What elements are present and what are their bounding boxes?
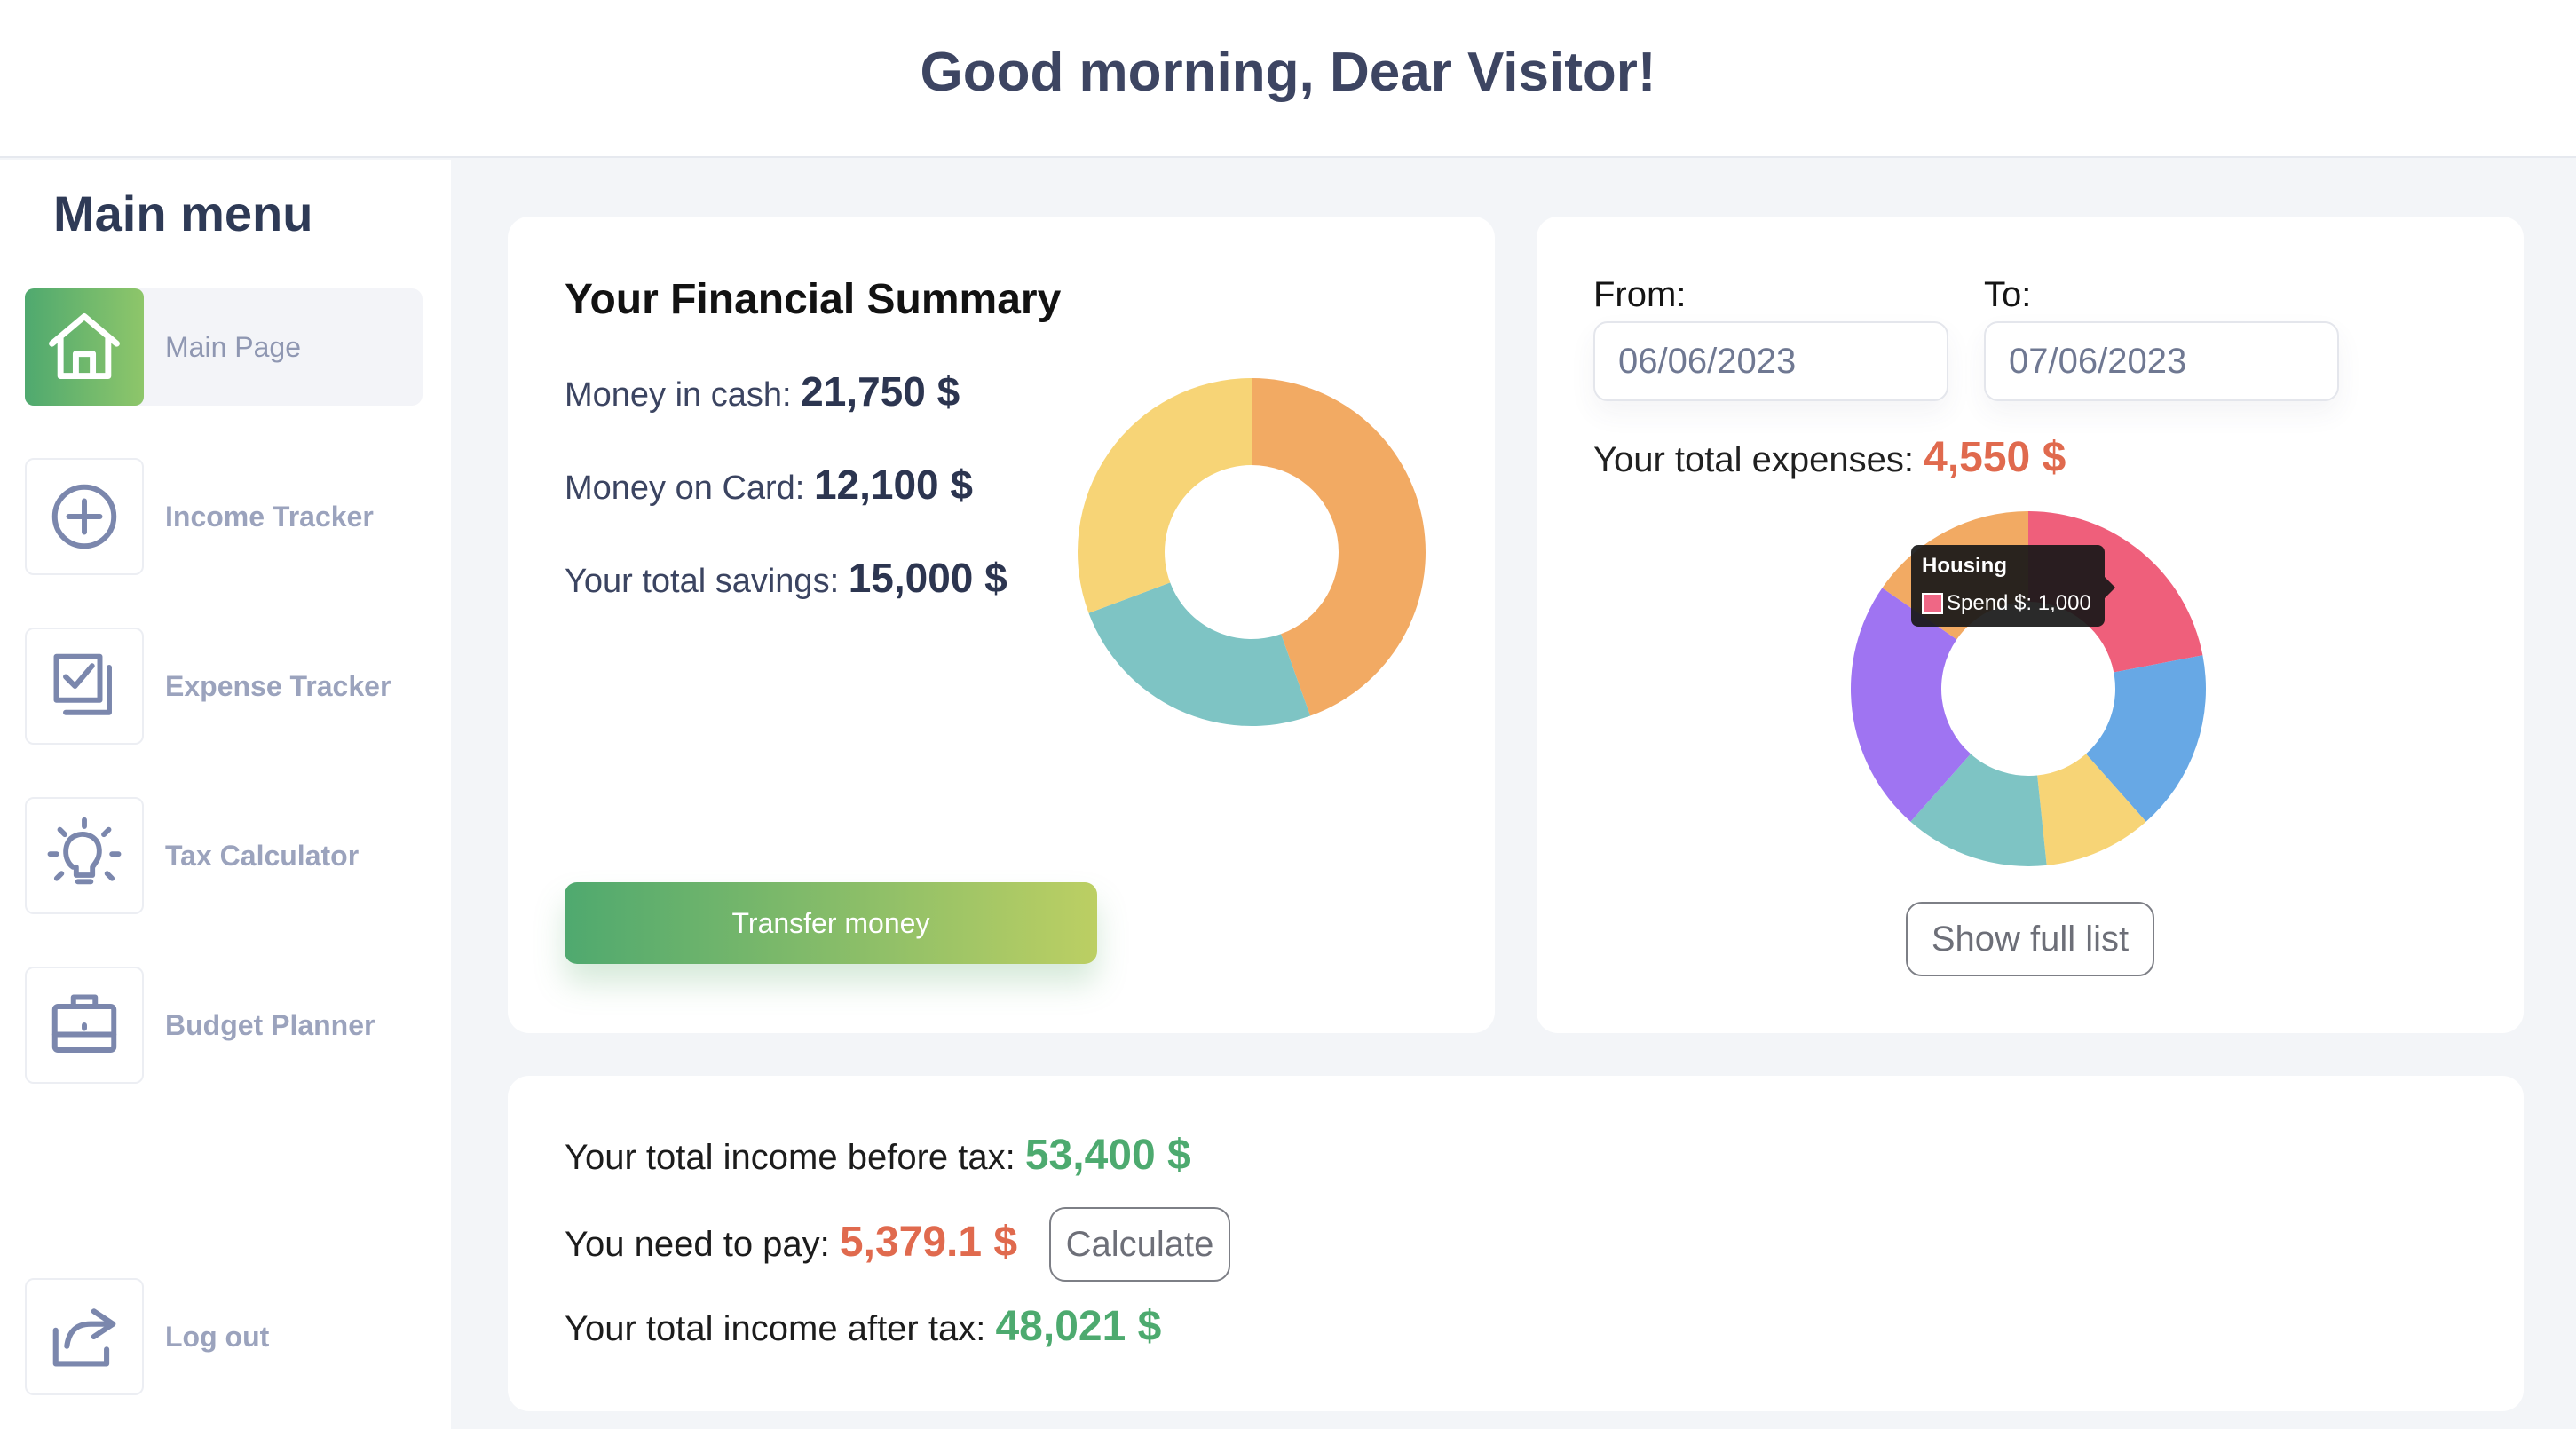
summary-title: Your Financial Summary [565,276,1062,323]
tooltip-swatch [1922,593,1943,614]
tax-card: Your total income before tax: 53,400 $ Y… [508,1076,2524,1411]
income-before-tax-label: Your total income before tax: [565,1138,1015,1177]
income-before-tax-row: Your total income before tax: 53,400 $ [565,1131,1191,1180]
summary-donut-slice-2[interactable] [1088,582,1311,726]
expenses-card: From: To: Your total expenses: 4,550 $ H… [1537,217,2524,1033]
to-date-input[interactable] [1984,321,2339,401]
sidebar-item-budget-planner[interactable]: Budget Planner [25,967,423,1084]
income-after-tax-row: Your total income after tax: 48,021 $ [565,1302,1161,1351]
tooltip-text: Spend $: 1,000 [1947,591,2091,615]
income-after-tax-label: Your total income after tax: [565,1309,986,1348]
show-full-list-button[interactable]: Show full list [1906,902,2154,976]
sidebar-item-label: Budget Planner [165,1009,375,1041]
transfer-money-button[interactable]: Transfer money [565,882,1097,964]
total-expenses-value: 4,550 $ [1924,434,2066,481]
sidebar-item-label: Tax Calculator [165,840,360,872]
financial-summary-card: Your Financial Summary Money in cash: 21… [508,217,1495,1033]
home-icon [25,288,144,406]
to-label: To: [1984,275,2032,314]
savings-value: 15,000 $ [848,555,1007,601]
greeting-title: Good morning, Dear Visitor! [920,42,1656,103]
card-value: 12,100 $ [813,462,973,508]
income-before-tax-value: 53,400 $ [1024,1132,1191,1179]
sidebar-item-label: Main Page [165,331,301,363]
logout-button[interactable]: Log out [25,1278,423,1395]
income-after-tax-value: 48,021 $ [995,1303,1162,1350]
expenses-donut-slice-3[interactable] [2037,754,2146,865]
cash-label: Money in cash: [565,376,792,414]
from-label: From: [1593,275,1687,314]
tax-to-pay-row: You need to pay: 5,379.1 $ [565,1218,1017,1267]
lightbulb-icon [25,797,144,914]
from-date-input[interactable] [1593,321,1948,401]
summary-donut-slice-1[interactable] [1252,378,1426,716]
total-expenses-row: Your total expenses: 4,550 $ [1593,433,2066,482]
summary-donut-chart[interactable] [1076,376,1427,728]
card-label: Money on Card: [565,470,805,507]
expenses-donut-slice-5[interactable] [1851,588,1972,822]
sidebar: Main menu Main Page Income Tracker [0,160,451,1429]
top-header: Good morning, Dear Visitor! [0,0,2576,158]
chart-tooltip: Housing Spend $: 1,000 [1911,545,2115,627]
sidebar-title: Main menu [53,186,313,241]
savings-row: Your total savings: 15,000 $ [565,554,1007,602]
tax-to-pay-label: You need to pay: [565,1225,830,1264]
expenses-donut-slice-2[interactable] [2085,655,2206,822]
total-expenses-label: Your total expenses: [1593,440,1914,479]
savings-label: Your total savings: [565,563,840,600]
checklist-icon [25,628,144,745]
cash-row: Money in cash: 21,750 $ [565,367,960,415]
sidebar-item-income-tracker[interactable]: Income Tracker [25,458,423,575]
tax-to-pay-value: 5,379.1 $ [839,1219,1018,1266]
share-icon [25,1278,144,1395]
sidebar-item-label: Expense Tracker [165,670,391,702]
sidebar-item-main-page[interactable]: Main Page [25,288,423,406]
sidebar-item-expense-tracker[interactable]: Expense Tracker [25,628,423,745]
sidebar-item-tax-calculator[interactable]: Tax Calculator [25,797,423,914]
plus-circle-icon [25,458,144,575]
calculate-button[interactable]: Calculate [1049,1207,1230,1282]
briefcase-icon [25,967,144,1084]
expenses-donut-slice-4[interactable] [1910,754,2047,866]
sidebar-item-label: Income Tracker [165,501,374,533]
summary-donut-slice-3[interactable] [1078,378,1252,613]
logout-label: Log out [165,1321,270,1353]
card-row: Money on Card: 12,100 $ [565,461,973,509]
tooltip-title: Housing [1922,554,2007,578]
cash-value: 21,750 $ [801,368,960,414]
